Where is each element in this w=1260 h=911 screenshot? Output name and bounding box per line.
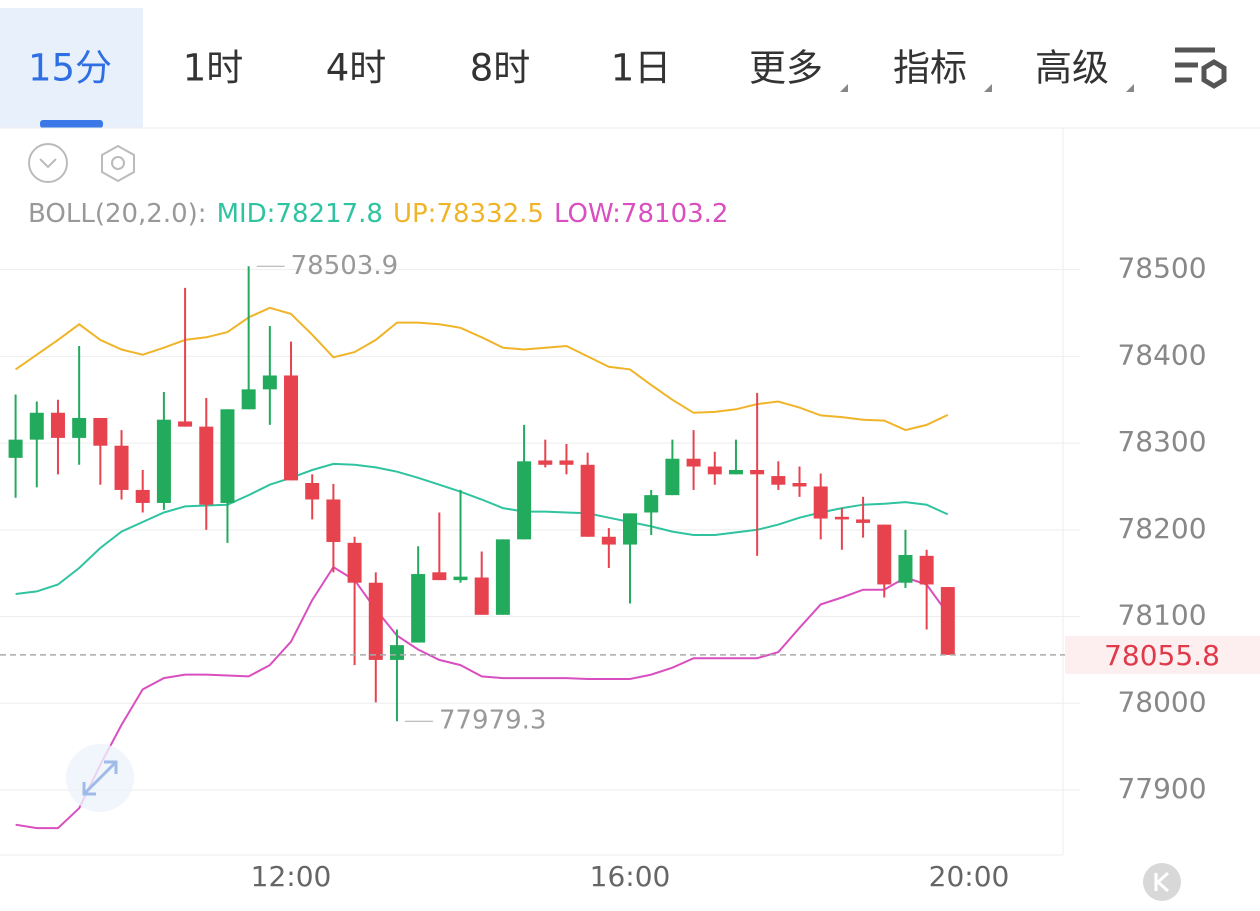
indicator-legend: BOLL(20,2.0): MID:78217.8 UP:78332.5 LOW:78… [28, 199, 728, 229]
boll-line [15, 565, 949, 830]
candle-body [877, 524, 892, 585]
candle-body [262, 375, 277, 390]
candle-body [771, 476, 786, 485]
dropdown-caret [984, 84, 992, 92]
candle-body [707, 466, 722, 475]
candle-body [156, 419, 171, 503]
last-price-box [1065, 635, 1260, 674]
tab[interactable]: 8时 [470, 47, 531, 90]
candle-body [644, 495, 659, 513]
candle-body [813, 486, 828, 519]
candle-body [474, 577, 489, 615]
legend-entry: LOW:78103.2 [554, 199, 728, 229]
collapse-button[interactable] [28, 143, 68, 183]
candle-body [347, 542, 362, 583]
k-line-button[interactable] [1143, 863, 1181, 901]
x-tick-label: 12:00 [251, 860, 332, 893]
candle-body [284, 375, 299, 481]
settings-icon[interactable] [1175, 47, 1227, 89]
candle-body [792, 483, 807, 487]
candle-body [453, 576, 468, 581]
y-tick-label: 78000 [1117, 685, 1206, 718]
legend-entry: MID:78217.8 [217, 199, 383, 229]
tab[interactable]: 高级 [1035, 47, 1109, 90]
tab[interactable]: 1时 [183, 47, 244, 90]
plot-area: 77900 78000 78100 78200 78300 78400 78500 12:00… [0, 251, 1260, 893]
candle-body [72, 417, 87, 438]
boll-line [15, 462, 949, 595]
candle-body [940, 587, 955, 655]
candle-body [178, 421, 193, 427]
candle-body [29, 412, 44, 440]
extreme-label: 78503.9 [291, 251, 399, 281]
boll-line [15, 306, 949, 432]
indicator-settings-button[interactable] [101, 144, 135, 183]
candle-body [580, 464, 595, 537]
candle-body [856, 519, 871, 523]
candle-body [538, 460, 553, 465]
candle-body [411, 574, 426, 643]
candle-body [114, 445, 129, 490]
candle-body [750, 469, 765, 475]
tab[interactable]: 更多 [749, 47, 823, 90]
candle-body [368, 582, 383, 660]
candle-body [834, 516, 849, 520]
candle-body [665, 458, 680, 496]
y-tick-label: 78200 [1117, 512, 1206, 545]
dropdown-caret [1126, 84, 1134, 92]
candle-body [135, 489, 150, 503]
y-tick-label: 78300 [1117, 425, 1206, 458]
candle-body [432, 572, 447, 581]
candle-body [517, 461, 532, 540]
candle-body [8, 439, 23, 458]
candle-body [623, 513, 638, 545]
candle-body [326, 499, 341, 542]
candle-body [559, 460, 574, 465]
collapse-chevron [39, 158, 57, 169]
tab[interactable]: 15分 [28, 47, 112, 90]
candle-body [199, 426, 214, 505]
legend-entry: UP:78332.5 [393, 199, 544, 229]
y-tick-label: 78400 [1117, 338, 1206, 371]
selected-tab-indicator [40, 120, 103, 128]
extreme-label: 77979.3 [439, 706, 547, 736]
tab[interactable]: 4时 [326, 47, 387, 90]
candle-body [389, 645, 404, 660]
candle-body [898, 554, 913, 583]
y-tick-label: 77900 [1117, 772, 1206, 805]
selected-tab-bg [0, 8, 143, 128]
candle-body [728, 469, 743, 475]
y-tick-label: 78500 [1117, 252, 1206, 285]
dropdown-caret [840, 84, 848, 92]
candle-body [305, 483, 320, 500]
tab[interactable]: 1日 [611, 47, 672, 90]
candle-body [601, 536, 616, 545]
last-price-label: 78055.8 [1104, 639, 1220, 672]
x-tick-label: 16:00 [590, 860, 671, 893]
indicator-label: BOLL(20,2.0): [28, 199, 207, 229]
candle-body [93, 417, 108, 446]
tab[interactable]: 指标 [893, 47, 967, 90]
candle-body [241, 389, 256, 410]
candle-body [220, 409, 235, 503]
candle-body [686, 458, 701, 467]
indicator-settings-dot [111, 156, 125, 170]
candle-body [50, 412, 65, 438]
candle-body [919, 555, 934, 585]
k-line-icon [1154, 871, 1170, 893]
tab-bar: 15分 1时 4时 8时 1日 更多 指标 高级 [28, 47, 1134, 92]
y-tick-label: 78100 [1117, 599, 1206, 632]
candle-body [495, 539, 510, 615]
fullscreen-icon [82, 760, 118, 796]
x-tick-label: 20:00 [929, 860, 1010, 893]
